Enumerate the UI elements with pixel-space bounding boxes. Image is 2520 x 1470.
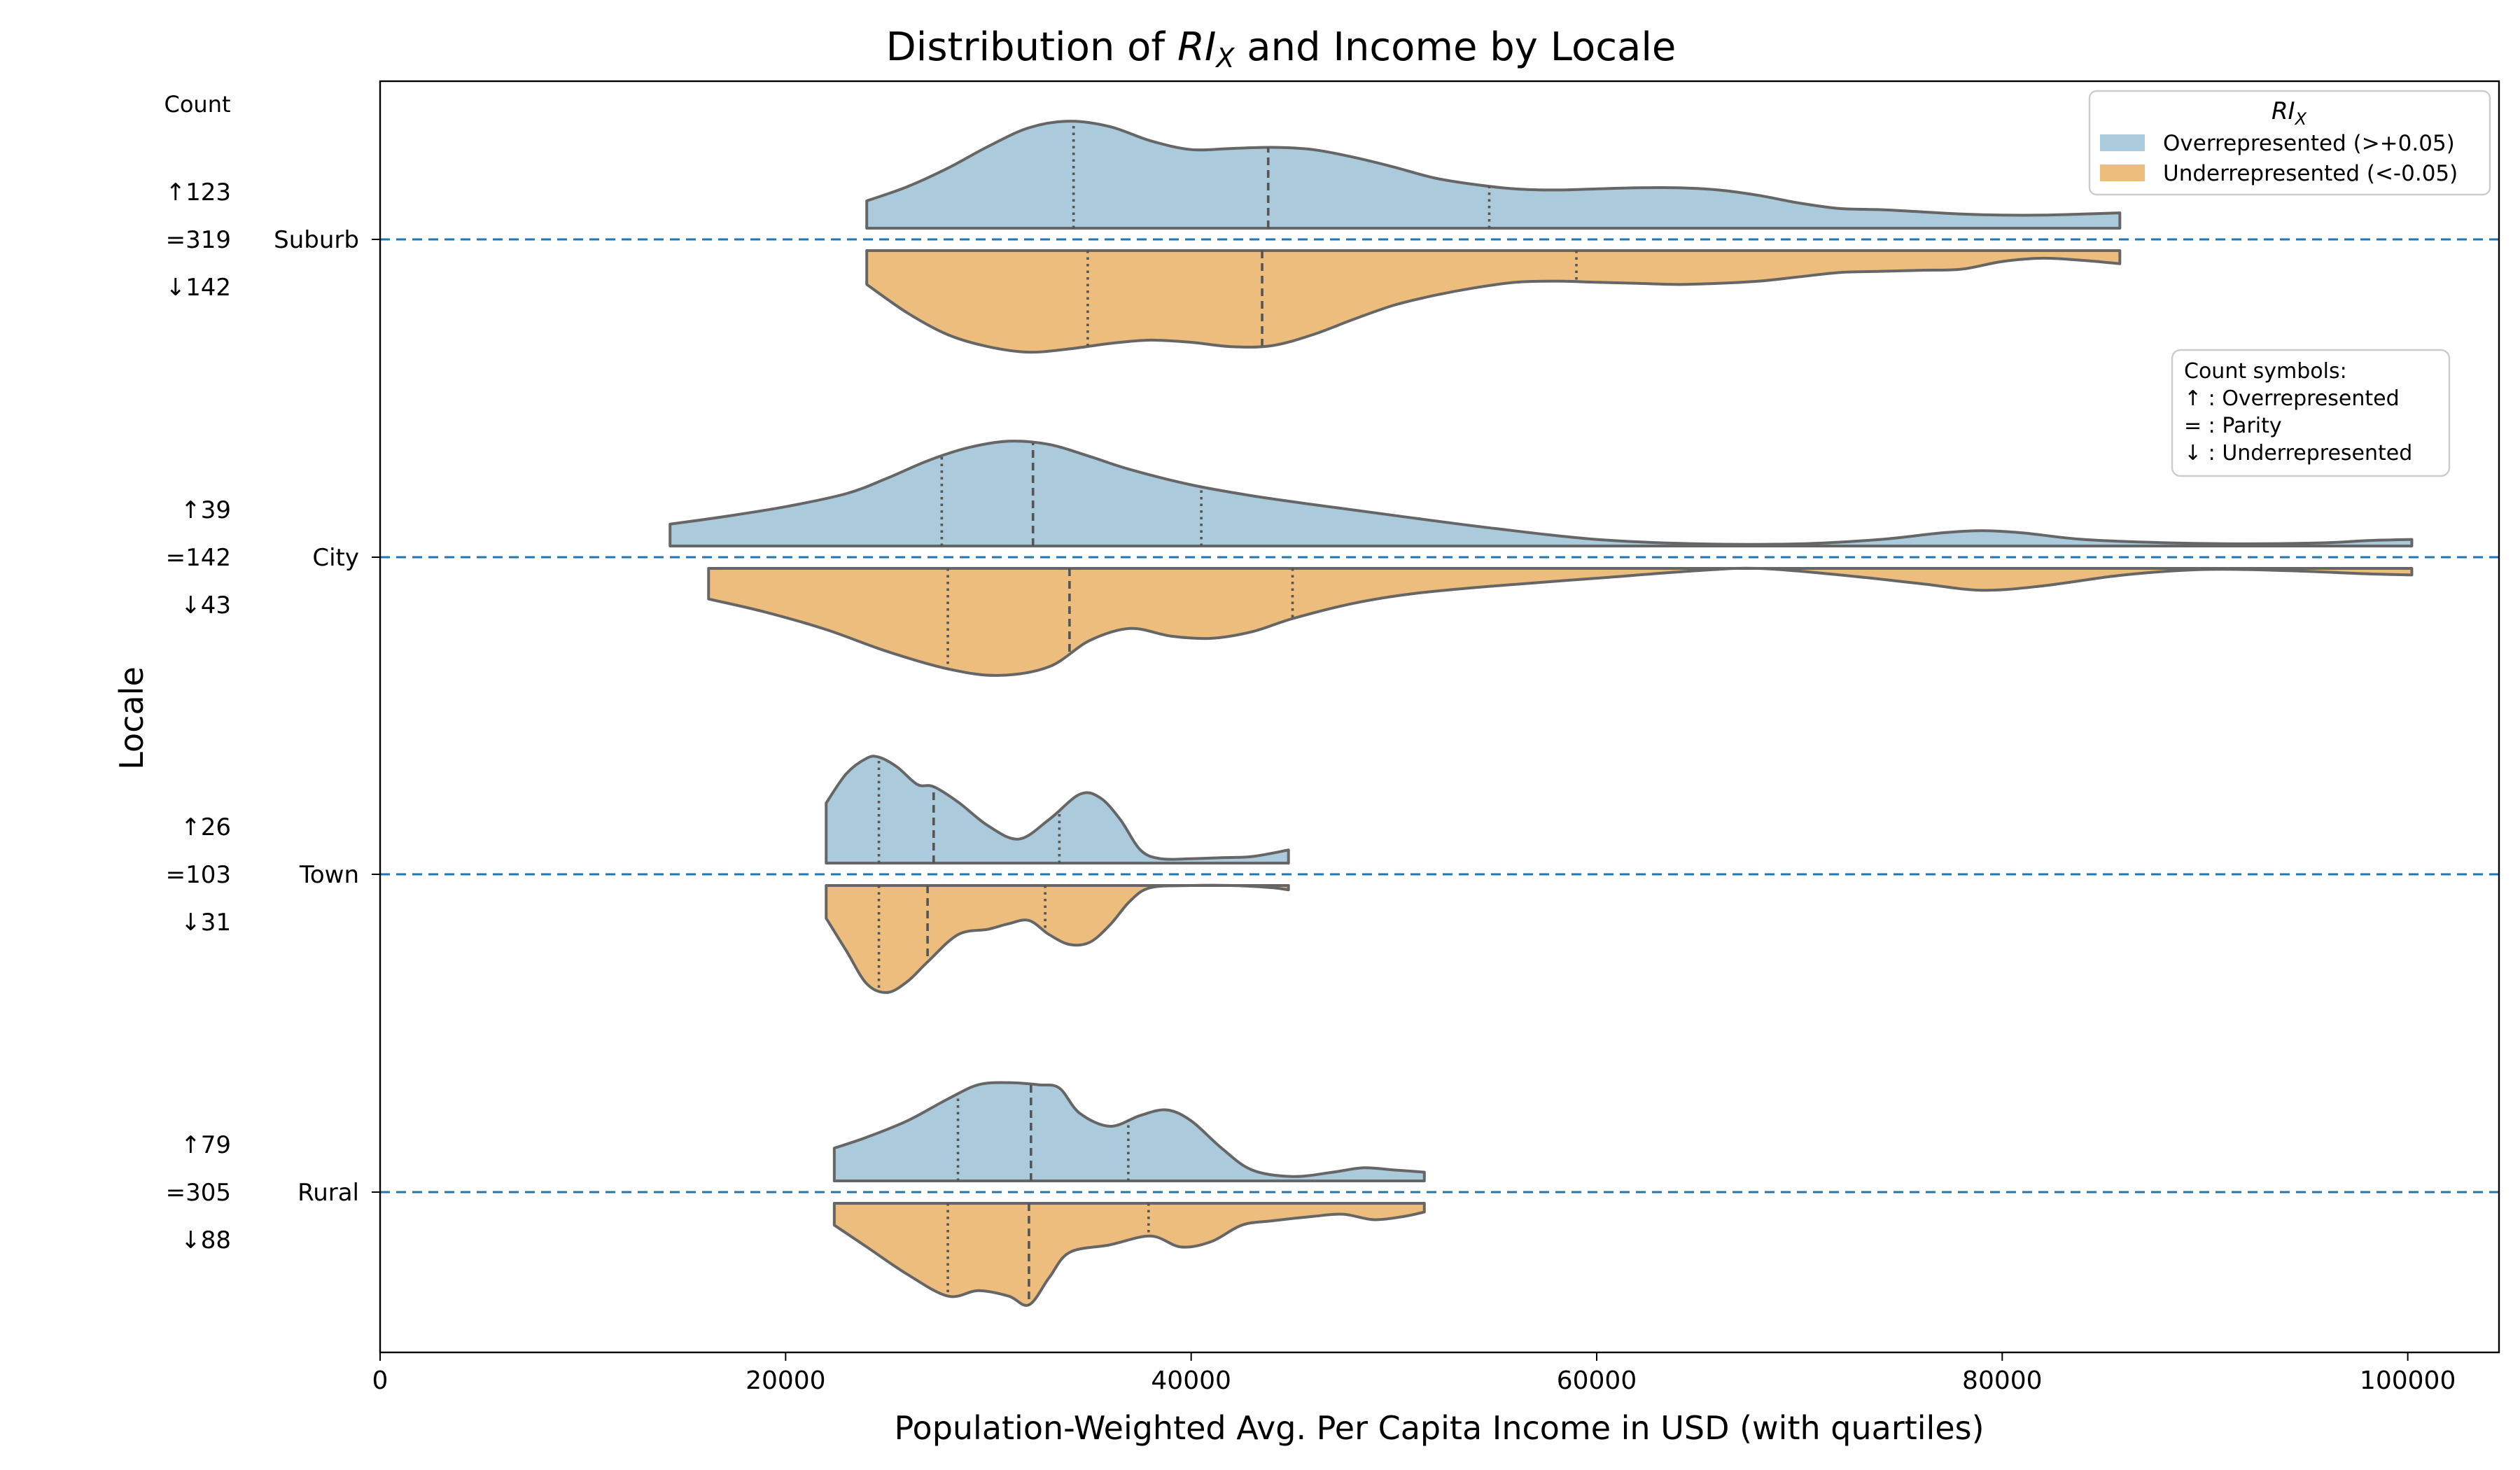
- count-symbols-line-1: Count symbols:: [2184, 359, 2347, 384]
- title-var: RI: [1177, 24, 1216, 70]
- legend-title-var: RI: [2272, 97, 2295, 125]
- count-parity-city: =142: [166, 544, 231, 572]
- violin-city-under: [707, 566, 2414, 677]
- legend-label-under: Underrepresented (<-0.05): [2163, 161, 2458, 186]
- y-tick-label-town: Town: [299, 861, 359, 889]
- legend-title: RIX: [2272, 97, 2307, 129]
- count-symbols-frame: [2171, 349, 2451, 477]
- count-under-suburb: ↓142: [166, 274, 231, 302]
- count-symbols-line-3: = : Parity: [2184, 414, 2282, 438]
- legend-label-over: Overrepresented (>+0.05): [2163, 131, 2455, 156]
- violin-rural-over: [832, 1081, 1426, 1182]
- title-var-sub: X: [1214, 43, 1235, 74]
- x-tick-label-60000: 60000: [1557, 1366, 1637, 1395]
- count-symbols-line-2: ↑ : Overrepresented: [2184, 386, 2400, 411]
- x-tick-label-0: 0: [372, 1366, 388, 1395]
- y-axis: Suburb ↑123 =319 ↓142 City ↑39 =142 ↓43 Town ↑26 =…: [166, 178, 380, 1254]
- count-over-city: ↑39: [181, 496, 231, 524]
- legend: RIX Overrepresented (>+0.05) Underrepres…: [2088, 90, 2491, 196]
- count-under-city: ↓43: [181, 592, 231, 620]
- x-axis: 0 20000 40000 60000 80000 100000: [372, 1352, 2456, 1395]
- y-tick-label-suburb: Suburb: [274, 226, 359, 254]
- x-tick-label-40000: 40000: [1151, 1366, 1231, 1395]
- title-suffix: and Income by Locale: [1234, 24, 1676, 70]
- count-over-suburb: ↑123: [166, 178, 231, 206]
- plot-area: [380, 120, 2499, 1307]
- violin-suburb-under: [865, 249, 2122, 354]
- violin-town-under: [825, 883, 1290, 994]
- title-prefix: Distribution of: [886, 24, 1177, 70]
- count-under-town: ↓31: [181, 909, 231, 937]
- violin-suburb-over: [865, 120, 2122, 230]
- legend-frame: [2088, 90, 2491, 196]
- x-axis-label: Population-Weighted Avg. Per Capita Inco…: [894, 1409, 1984, 1447]
- count-header: Count: [164, 91, 230, 118]
- plot-frame: [379, 80, 2500, 1354]
- legend-swatch-under: [2100, 164, 2145, 181]
- y-tick-label-rural: Rural: [298, 1179, 359, 1207]
- count-parity-suburb: =319: [166, 226, 231, 254]
- legend-swatch-over: [2100, 134, 2145, 151]
- x-tick-label-20000: 20000: [746, 1366, 826, 1395]
- count-parity-rural: =305: [166, 1179, 231, 1207]
- count-symbols-box: Count symbols: ↑ : Overrepresented = : P…: [2171, 349, 2451, 477]
- x-tick-label-100000: 100000: [2360, 1366, 2456, 1395]
- count-symbols-line-4: ↓ : Underrepresented: [2184, 441, 2412, 465]
- count-over-rural: ↑79: [181, 1131, 231, 1159]
- legend-title-sub: X: [2294, 109, 2307, 129]
- count-over-town: ↑26: [181, 813, 231, 841]
- count-under-rural: ↓88: [181, 1226, 231, 1254]
- y-tick-label-city: City: [312, 544, 359, 572]
- count-parity-town: =103: [166, 861, 231, 889]
- y-axis-label: Locale: [113, 666, 150, 770]
- chart-title: Distribution of RIX and Income by Locale: [886, 24, 1676, 74]
- x-tick-label-80000: 80000: [1962, 1366, 2043, 1395]
- violin-town-over: [825, 755, 1290, 864]
- violin-city-over: [668, 440, 2414, 547]
- violin-rural-under: [832, 1202, 1426, 1307]
